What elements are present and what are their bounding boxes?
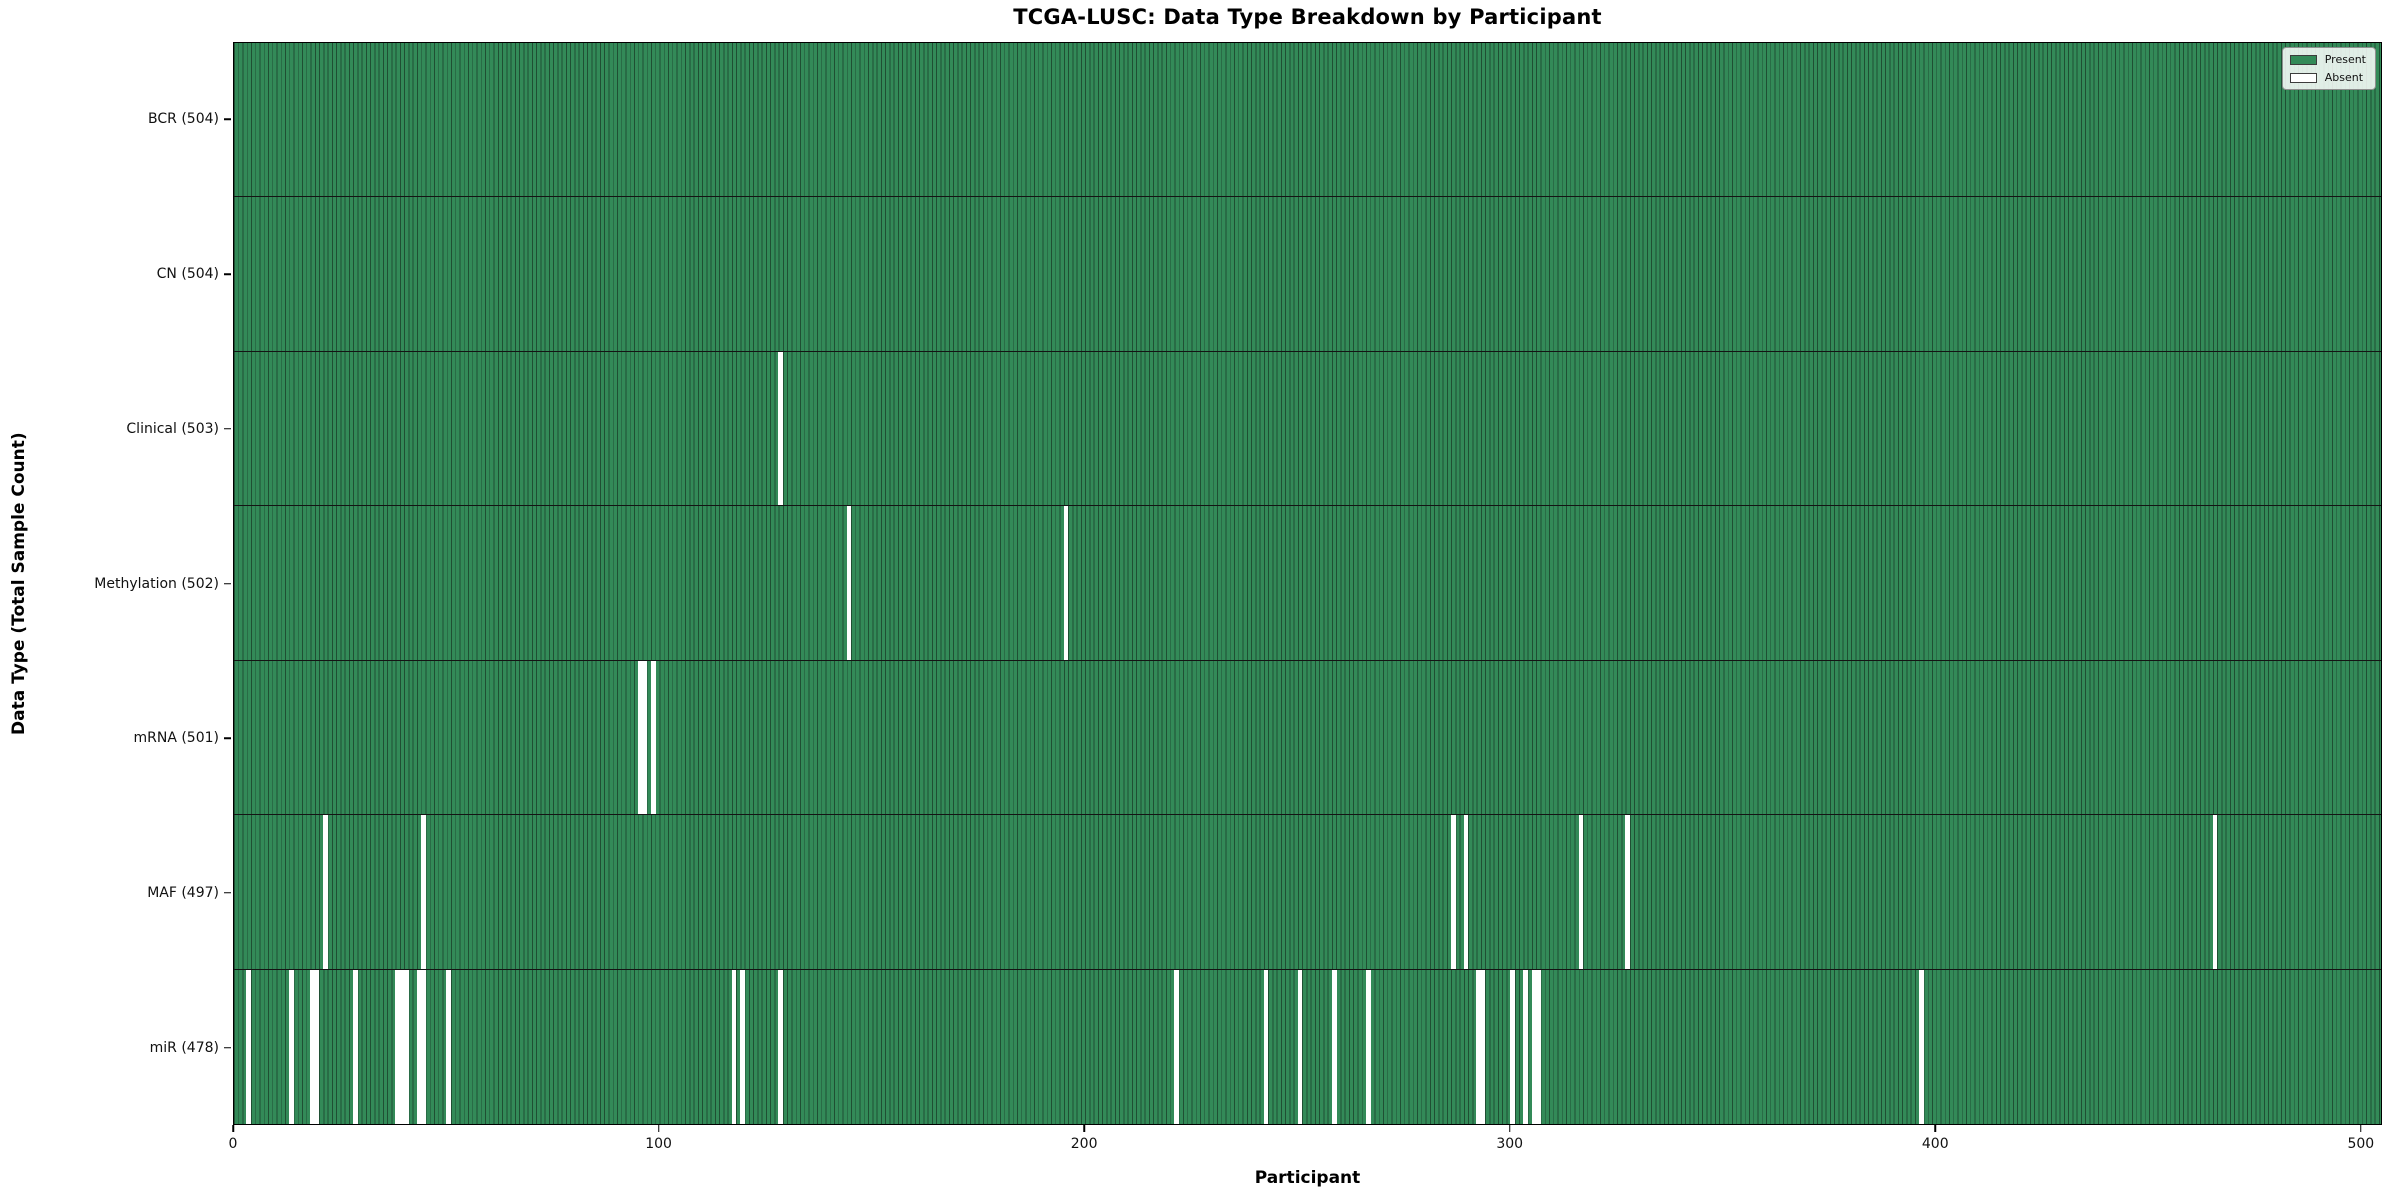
y-tick-label-Methylation: Methylation (502) bbox=[94, 575, 219, 592]
y-tick-label-Clinical: Clinical (503) bbox=[126, 420, 219, 437]
x-tick-label-100: 100 bbox=[645, 1136, 672, 1152]
legend: Present Absent bbox=[2281, 47, 2376, 90]
absent-mark bbox=[650, 660, 656, 815]
y-axis-ticks: BCR (504) CN (504) Clinical (503) Methylati… bbox=[0, 42, 231, 1125]
absent-mark bbox=[1918, 969, 1924, 1124]
absent-mark bbox=[1523, 969, 1529, 1124]
y-tick-label-BCR: BCR (504) bbox=[148, 111, 219, 128]
absent-mark bbox=[637, 660, 643, 815]
x-tick-mark bbox=[1934, 1125, 1937, 1132]
y-tick-mark bbox=[224, 582, 231, 585]
absent-swatch bbox=[2289, 72, 2317, 83]
absent-mark bbox=[1510, 969, 1516, 1124]
absent-mark bbox=[416, 969, 422, 1124]
y-tick-mark bbox=[224, 273, 231, 275]
absent-mark bbox=[1531, 969, 1537, 1124]
x-tick-mark bbox=[657, 1125, 660, 1132]
absent-mark bbox=[420, 969, 426, 1124]
absent-mark bbox=[399, 969, 405, 1124]
absent-mark bbox=[314, 969, 320, 1124]
absent-mark bbox=[1578, 815, 1584, 969]
heatmap-row-CN bbox=[234, 197, 2381, 352]
absent-mark bbox=[1263, 969, 1269, 1124]
heatmap-row-mRNA bbox=[234, 660, 2381, 816]
x-tick-label-200: 200 bbox=[1070, 1136, 1098, 1152]
absent-mark bbox=[1480, 969, 1486, 1124]
legend-entry-present: Present bbox=[2289, 53, 2366, 66]
absent-mark bbox=[446, 969, 452, 1124]
heatmap-row-BCR bbox=[234, 43, 2381, 198]
y-tick-label-miR: miR (478) bbox=[149, 1039, 219, 1056]
x-tick-label-500: 500 bbox=[2347, 1136, 2375, 1152]
y-tick-label-mRNA: mRNA (501) bbox=[133, 730, 219, 747]
x-tick-label-0: 0 bbox=[228, 1136, 238, 1152]
heatmap-row-MAF bbox=[234, 815, 2381, 970]
y-tick-mark bbox=[224, 118, 231, 121]
absent-mark bbox=[1625, 815, 1631, 969]
x-axis-ticks: 0 100 200 300 400 500 bbox=[229, 1125, 2382, 1171]
absent-mark bbox=[778, 351, 784, 506]
legend-entry-absent: Absent bbox=[2289, 71, 2366, 84]
absent-mark bbox=[778, 969, 784, 1124]
legend-present-label: Present bbox=[2324, 53, 2366, 66]
heatmap-row-Methylation bbox=[234, 506, 2381, 661]
absent-mark bbox=[1297, 969, 1303, 1124]
absent-mark bbox=[420, 815, 426, 969]
x-tick-label-300: 300 bbox=[1496, 1136, 1524, 1152]
absent-mark bbox=[1476, 969, 1482, 1124]
absent-mark bbox=[352, 969, 358, 1124]
x-tick-mark bbox=[1083, 1125, 1085, 1132]
x-tick-mark bbox=[2360, 1125, 2362, 1132]
absent-mark bbox=[740, 969, 745, 1124]
absent-mark bbox=[1450, 815, 1456, 969]
absent-mark bbox=[1463, 815, 1469, 969]
absent-mark bbox=[323, 815, 328, 969]
heatmap-row-miR bbox=[234, 969, 2381, 1124]
absent-mark bbox=[395, 969, 401, 1124]
absent-mark bbox=[846, 506, 852, 660]
x-tick-mark bbox=[1508, 1125, 1511, 1132]
x-axis-label: Participant bbox=[1254, 1168, 1361, 1188]
y-tick-mark bbox=[224, 428, 231, 430]
x-tick-mark bbox=[232, 1125, 234, 1132]
y-tick-mark bbox=[224, 737, 231, 739]
legend-absent-label: Absent bbox=[2324, 71, 2364, 84]
absent-mark bbox=[403, 969, 409, 1124]
absent-mark bbox=[1365, 969, 1371, 1124]
absent-mark bbox=[1535, 969, 1541, 1124]
absent-mark bbox=[1063, 506, 1069, 660]
chart-title: TCGA-LUSC: Data Type Breakdown by Partic… bbox=[1013, 5, 1602, 29]
absent-mark bbox=[1331, 969, 1337, 1124]
absent-mark bbox=[642, 660, 648, 815]
y-tick-label-MAF: MAF (497) bbox=[147, 884, 219, 901]
absent-mark bbox=[310, 969, 316, 1124]
absent-mark bbox=[2212, 815, 2218, 969]
heatmap-rows bbox=[234, 43, 2381, 1124]
y-tick-mark bbox=[224, 1046, 231, 1049]
absent-mark bbox=[731, 969, 737, 1124]
plot-area: Present Absent bbox=[233, 42, 2382, 1125]
present-swatch bbox=[2289, 54, 2317, 65]
absent-mark bbox=[246, 969, 252, 1124]
y-tick-mark bbox=[224, 892, 231, 894]
absent-mark bbox=[1174, 969, 1180, 1124]
y-tick-label-CN: CN (504) bbox=[156, 266, 219, 283]
absent-mark bbox=[289, 969, 294, 1124]
x-tick-label-400: 400 bbox=[1921, 1136, 1949, 1152]
heatmap-row-Clinical bbox=[234, 351, 2381, 507]
